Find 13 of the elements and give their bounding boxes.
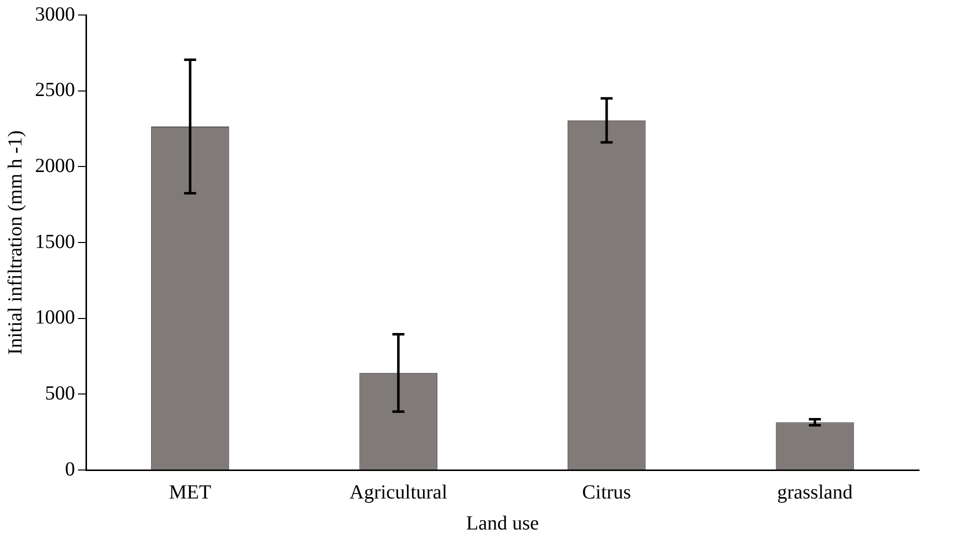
y-tick-label: 500 [45,382,75,404]
y-tick-label: 3000 [35,3,75,26]
y-tick-label: 1000 [35,306,75,329]
y-tick-label: 1500 [35,230,75,253]
y-tick-label: 0 [65,458,75,480]
y-axis-title: Initial infiltration (mm h -1) [4,130,26,355]
x-tick-label: Agricultural [350,481,448,504]
y-tick-label: 2000 [35,154,75,177]
x-tick-label: Citrus [582,481,632,504]
y-tick-label: 2500 [35,79,75,102]
x-tick-label: grassland [777,481,853,504]
x-tick-label: MET [169,481,212,504]
x-axis-title: Land use [466,512,539,534]
